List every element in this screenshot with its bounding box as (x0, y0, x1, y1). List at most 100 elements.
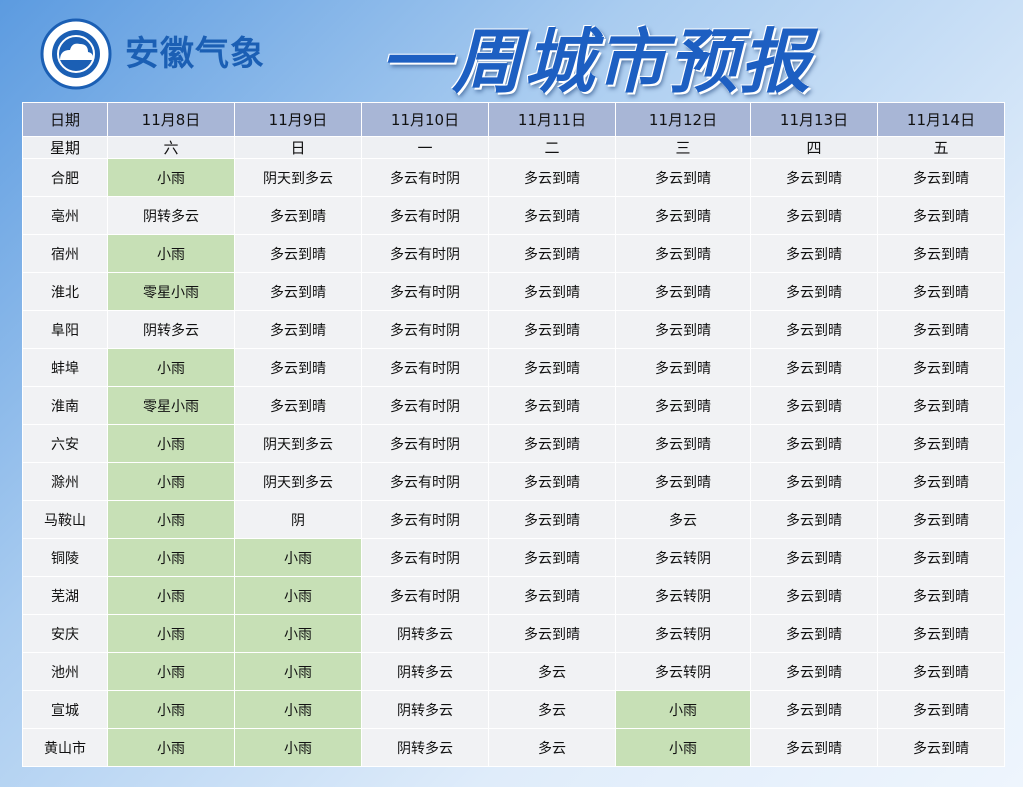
cell: 六 (107, 136, 235, 159)
cell: 多云到晴 (488, 538, 616, 577)
cell: 多云有时阴 (361, 424, 489, 463)
cell: 多云 (488, 728, 616, 767)
cell: 多云到晴 (877, 386, 1005, 425)
cell: 多云转阴 (615, 576, 751, 615)
cell: 小雨 (107, 424, 235, 463)
cell: 小雨 (107, 158, 235, 197)
cell: 多云到晴 (615, 196, 751, 235)
cell: 多云到晴 (877, 500, 1005, 539)
cell: 11月12日 (615, 102, 751, 137)
cell: 多云到晴 (615, 158, 751, 197)
row-label: 马鞍山 (22, 500, 108, 539)
cell: 多云到晴 (615, 310, 751, 349)
cell: 多云到晴 (488, 196, 616, 235)
cell: 多云到晴 (877, 728, 1005, 767)
cell: 阴转多云 (361, 728, 489, 767)
row-label: 铜陵 (22, 538, 108, 577)
row-label: 安庆 (22, 614, 108, 653)
cell: 多云有时阴 (361, 500, 489, 539)
city-row: 亳州 阴转多云 多云到晴 多云有时阴 多云到晴 多云到晴 多云到晴 多云到晴 (22, 196, 1005, 235)
city-row: 马鞍山 小雨阴多云有时阴 多云到晴 多云 多云到晴 多云到晴 (22, 500, 1005, 539)
cell: 多云 (615, 500, 751, 539)
cell: 小雨 (234, 538, 362, 577)
cell: 阴转多云 (107, 310, 235, 349)
row-label: 芜湖 (22, 576, 108, 615)
cell: 小雨 (107, 538, 235, 577)
cell: 多云有时阴 (361, 234, 489, 273)
row-label: 星期 (22, 136, 108, 159)
cell: 阴转多云 (361, 652, 489, 691)
cell: 多云到晴 (615, 348, 751, 387)
row-label: 黄山市 (22, 728, 108, 767)
cell: 多云到晴 (488, 500, 616, 539)
row-label: 滁州 (22, 462, 108, 501)
cell: 11月9日 (234, 102, 362, 137)
cell: 多云有时阴 (361, 576, 489, 615)
cell: 多云转阴 (615, 652, 751, 691)
cell: 多云到晴 (488, 310, 616, 349)
title: 一周城市预报 (380, 21, 812, 103)
cell: 多云到晴 (234, 310, 362, 349)
cell: 零星小雨 (107, 386, 235, 425)
cell: 多云到晴 (877, 196, 1005, 235)
cell: 11月13日 (750, 102, 878, 137)
cell: 小雨 (234, 690, 362, 729)
row-label: 日期 (22, 102, 108, 137)
cell: 多云到晴 (750, 386, 878, 425)
cell: 多云到晴 (750, 158, 878, 197)
cell: 小雨 (107, 576, 235, 615)
cell: 阴 (234, 500, 362, 539)
cell: 小雨 (107, 652, 235, 691)
city-row: 六安 小雨 阴天到多云 多云有时阴 多云到晴 多云到晴 多云到晴 多云到晴 (22, 424, 1005, 463)
cell: 多云到晴 (750, 728, 878, 767)
cell: 阴天到多云 (234, 424, 362, 463)
row-label: 亳州 (22, 196, 108, 235)
cell: 多云到晴 (877, 234, 1005, 273)
cell: 多云到晴 (877, 462, 1005, 501)
cell: 零星小雨 (107, 272, 235, 311)
cell: 小雨 (615, 728, 751, 767)
cell: 多云到晴 (750, 462, 878, 501)
cell: 多云有时阴 (361, 310, 489, 349)
city-row: 安庆 小雨 小雨 阴转多云 多云到晴 多云转阴 多云到晴 多云到晴 (22, 614, 1005, 653)
cell: 11月11日 (488, 102, 616, 137)
cell: 多云有时阴 (361, 196, 489, 235)
row-label: 六安 (22, 424, 108, 463)
cell: 多云到晴 (488, 348, 616, 387)
cell: 多云 (488, 652, 616, 691)
cell: 多云到晴 (877, 272, 1005, 311)
cell: 小雨 (107, 234, 235, 273)
city-row: 铜陵 小雨 小雨 多云有时阴 多云到晴 多云转阴 多云到晴 多云到晴 (22, 538, 1005, 577)
weekday-row: 星期六日一二三四五 (22, 136, 1005, 159)
cell: 小雨 (107, 500, 235, 539)
city-row: 淮北 零星小雨 多云到晴 多云有时阴 多云到晴 多云到晴 多云到晴 多云到晴 (22, 272, 1005, 311)
cell: 多云到晴 (877, 424, 1005, 463)
cell: 小雨 (107, 614, 235, 653)
cell: 多云到晴 (488, 462, 616, 501)
cell: 多云到晴 (750, 310, 878, 349)
forecast-table: 日期 11月8日 11月9日 11月10日 11月11日 11月12日 11月13日 11月1… (22, 102, 1005, 767)
row-label: 宿州 (22, 234, 108, 273)
cell: 五 (877, 136, 1005, 159)
cell: 多云到晴 (234, 386, 362, 425)
cell: 多云到晴 (750, 500, 878, 539)
cell: 阴转多云 (107, 196, 235, 235)
row-label: 淮南 (22, 386, 108, 425)
cell: 多云到晴 (488, 576, 616, 615)
city-row: 蚌埠 小雨 多云到晴 多云有时阴 多云到晴 多云到晴 多云到晴 多云到晴 (22, 348, 1005, 387)
row-label: 阜阳 (22, 310, 108, 349)
cell: 多云到晴 (877, 538, 1005, 577)
cell: 小雨 (615, 690, 751, 729)
cell: 多云到晴 (488, 386, 616, 425)
cell: 多云到晴 (615, 386, 751, 425)
row-label: 池州 (22, 652, 108, 691)
cell: 多云到晴 (877, 348, 1005, 387)
cell: 阴天到多云 (234, 462, 362, 501)
cell: 多云到晴 (750, 576, 878, 615)
cell: 多云到晴 (488, 424, 616, 463)
cell: 多云到晴 (750, 614, 878, 653)
cell: 多云转阴 (615, 614, 751, 653)
city-row: 宣城 小雨 小雨 阴转多云 多云 小雨 多云到晴 多云到晴 (22, 690, 1005, 729)
cell: 多云到晴 (488, 158, 616, 197)
cell: 一 (361, 136, 489, 159)
